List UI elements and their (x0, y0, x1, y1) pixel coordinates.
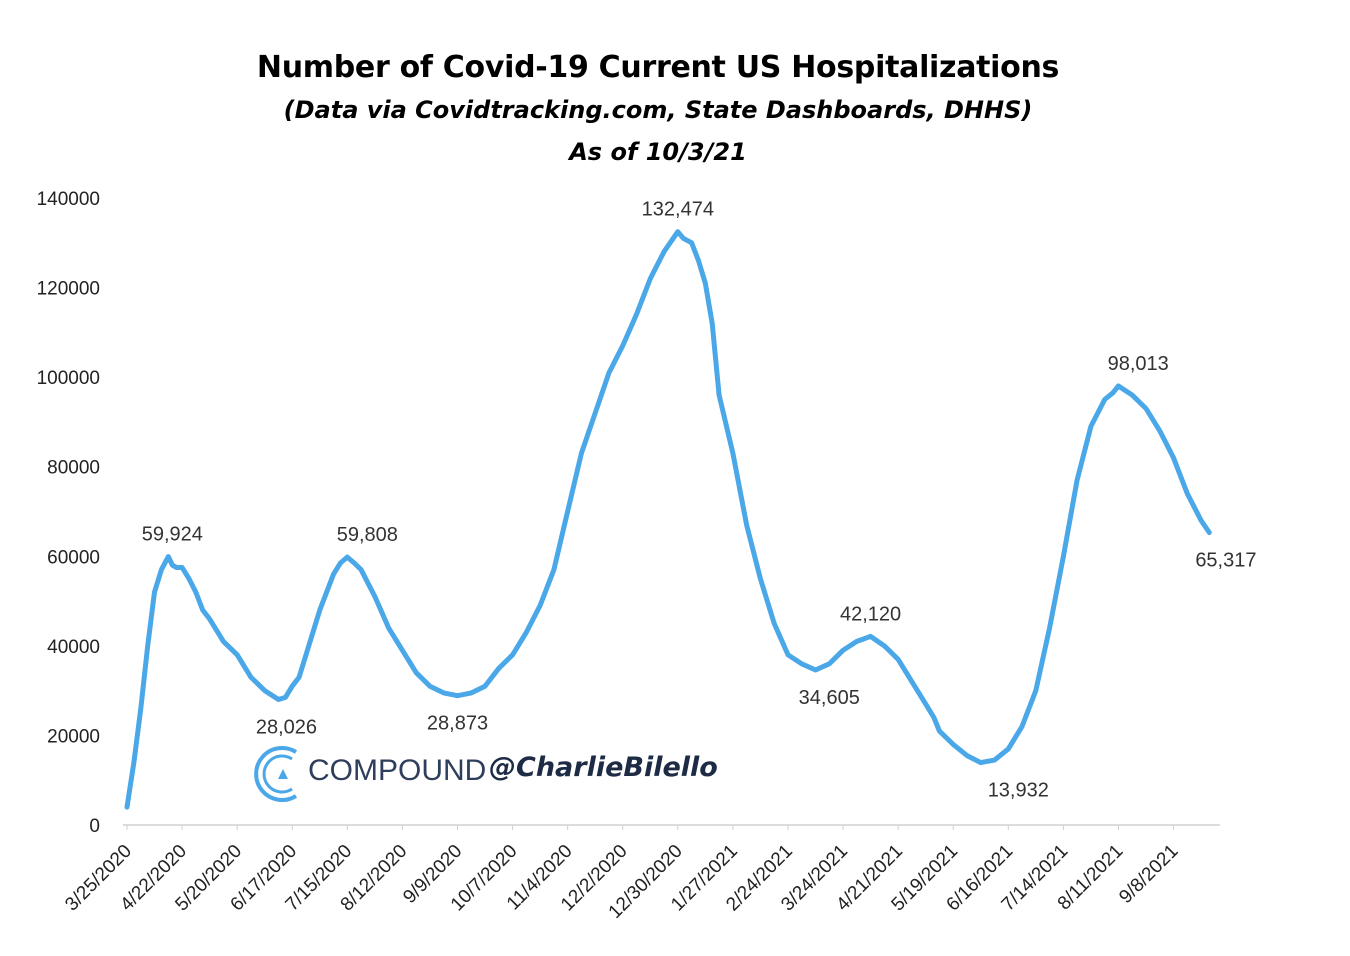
logo-wordmark: COMPOUND (308, 754, 487, 787)
x-tick-label: 9/8/2021 (1115, 841, 1182, 908)
y-tick-label: 80000 (47, 458, 100, 479)
data-label: 13,932 (988, 780, 1049, 802)
compound-c-logo-icon (254, 746, 298, 802)
data-label: 28,026 (256, 716, 317, 738)
data-label: 65,317 (1195, 549, 1256, 571)
x-axis-ticks: 3/25/20204/22/20205/20/20206/17/20207/15… (61, 825, 1182, 923)
twitter-handle: @CharlieBilello (489, 752, 718, 783)
y-tick-label: 0 (89, 816, 100, 837)
y-tick-label: 20000 (47, 726, 100, 747)
y-tick-label: 120000 (37, 279, 100, 300)
chart-as-of-date: As of 10/3/21 (569, 138, 747, 166)
data-labels: 59,924 28,026 59,808 28,873 132,474 34,605 42,… (142, 199, 1257, 802)
data-label: 59,924 (142, 524, 203, 546)
series-group (124, 229, 1212, 810)
data-label: 59,808 (337, 524, 398, 546)
data-label: 98,013 (1108, 353, 1169, 375)
hospitalizations-line (124, 229, 1212, 810)
y-tick-label: 140000 (37, 189, 100, 210)
y-tick-label: 100000 (37, 368, 100, 389)
chart-title: Number of Covid-19 Current US Hospitaliz… (256, 50, 1060, 85)
compound-logo: COMPOUND @CharlieBilello (252, 742, 722, 806)
data-label: 28,873 (427, 713, 488, 735)
y-tick-label: 60000 (47, 547, 100, 568)
y-tick-label: 40000 (47, 637, 100, 658)
data-label: 132,474 (642, 199, 714, 221)
y-axis-ticks: 0 20000 40000 60000 80000 100000 120000 140000 (37, 189, 100, 837)
data-label: 42,120 (840, 603, 901, 625)
chart-subtitle: (Data via Covidtracking.com, State Dashb… (283, 96, 1033, 124)
data-label: 34,605 (799, 687, 860, 709)
